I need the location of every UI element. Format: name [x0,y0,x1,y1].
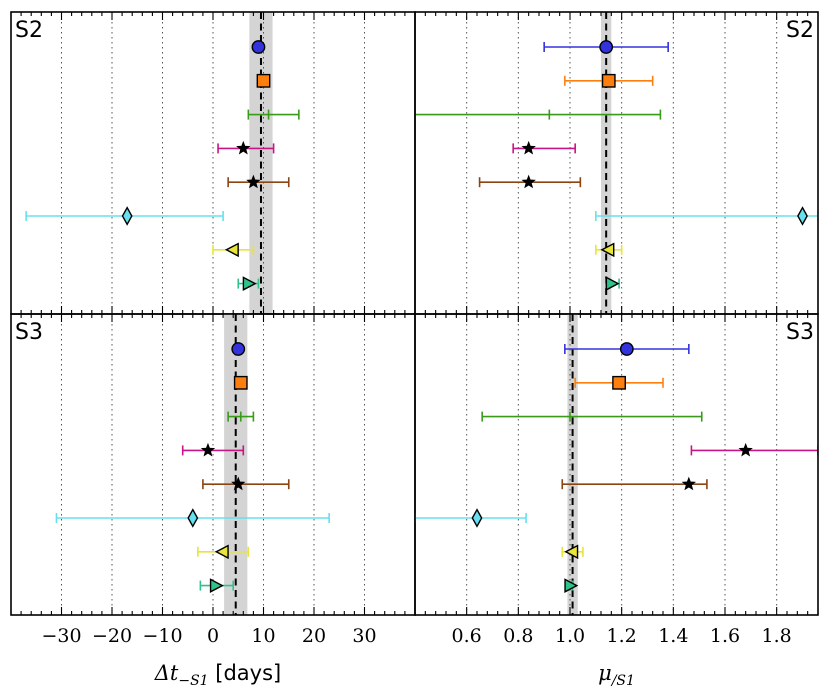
series-point [202,476,290,491]
panel-plot-area [55,314,365,615]
series-point [415,508,527,528]
circle-marker [251,40,266,54]
series-point [512,140,576,155]
panel-plot-area [415,314,818,615]
square-marker [233,375,248,390]
series-point [251,40,266,54]
x-tick-label: 1.2 [607,625,637,647]
triangle-left-marker [214,544,229,560]
circle-marker [231,342,246,356]
star-marker [738,442,753,457]
star-marker [236,140,251,155]
axis-symbol: Δt [154,661,179,685]
series-point [181,442,245,457]
star-marker [231,476,246,491]
triangle-left-marker [224,242,239,258]
panel-S2-delta_t: S2 [10,11,416,315]
triangle-left-marker [564,544,579,560]
panel-S3-delta_t: S3 [10,313,416,616]
x-axis-title: Δt−S1 [days] [154,661,281,689]
x-tick-label: 0.6 [452,625,482,647]
triangle-right-marker [209,578,224,593]
series-point [25,206,224,226]
panel-label: S2 [786,18,814,43]
series-point [256,73,271,88]
axis-subscript: −S1 [178,673,208,689]
panel-label: S3 [15,320,43,345]
series-point [564,73,654,88]
axis-text-layer: −30 −20 −10 0 10 20 30 Δt−S1 [days] 0.6 0.8 1.0 1.2… [41,625,791,689]
triangle-right-marker [564,578,579,593]
panel-label: S3 [786,320,814,345]
x-tick-label: 10 [251,625,275,647]
x-tick-label: 1.0 [555,625,585,647]
panel-S2-mu: S2 [414,11,819,315]
series-point [227,411,255,422]
x-axis-title: μ/S1 [598,661,635,689]
series-point [237,276,260,291]
x-tick-label: 1.6 [710,625,740,647]
diamond-marker [797,206,808,226]
star-marker [521,140,536,155]
triangle-left-marker [600,242,615,258]
panel-S3-mu: S3 [414,313,819,616]
star-marker [681,476,697,491]
series-point [217,140,275,155]
series-point [690,442,818,457]
diamond-marker [471,508,483,528]
circle-marker [599,40,614,54]
x-tick-label: 1.4 [658,625,688,647]
series-point [564,578,579,593]
square-marker [601,73,616,88]
x-tick-label: 0.8 [503,625,533,647]
series-point [481,411,703,422]
series-point [574,375,664,390]
series-point [543,40,669,54]
series-point [199,578,234,593]
series-point [415,109,662,120]
axis-subscript: /S1 [610,673,635,689]
series-point [564,342,690,356]
star-marker [200,442,216,457]
diamond-marker [121,206,133,226]
square-marker [612,375,626,390]
series-point [227,174,290,189]
x-tick-label: 30 [352,625,376,647]
series-point [478,174,582,189]
series-point [233,375,248,390]
panel-plot-area [25,12,365,314]
series-point [247,109,300,120]
x-tick-label: 1.8 [762,625,792,647]
triangle-right-marker [242,276,257,291]
series-point [197,544,250,560]
panels-layer: S2 S2 S3 S3 [10,11,819,616]
axis-unit: [days] [209,661,282,685]
star-marker [246,174,261,189]
x-tick-label: 20 [302,625,326,647]
panel-frame [414,11,819,315]
diamond-marker [187,508,199,528]
series-point [212,242,255,258]
circle-marker [619,342,634,356]
star-marker [521,174,536,189]
panel-plot-area [415,12,818,314]
axis-symbol: μ [598,661,612,685]
x-tick-label: −10 [142,625,182,647]
series-point [55,508,330,528]
panel-label: S2 [15,18,43,43]
series-point [561,544,584,560]
panel-frame [414,313,819,616]
x-tick-label: −30 [41,625,81,647]
series-point [595,206,818,226]
series-point [231,342,246,356]
x-tick-label: −20 [92,625,132,647]
x-tick-label: 0 [207,625,219,647]
triangle-right-marker [605,276,620,291]
series-point [605,276,620,291]
series-point [595,242,623,258]
square-marker [256,73,271,88]
series-point [561,476,708,491]
